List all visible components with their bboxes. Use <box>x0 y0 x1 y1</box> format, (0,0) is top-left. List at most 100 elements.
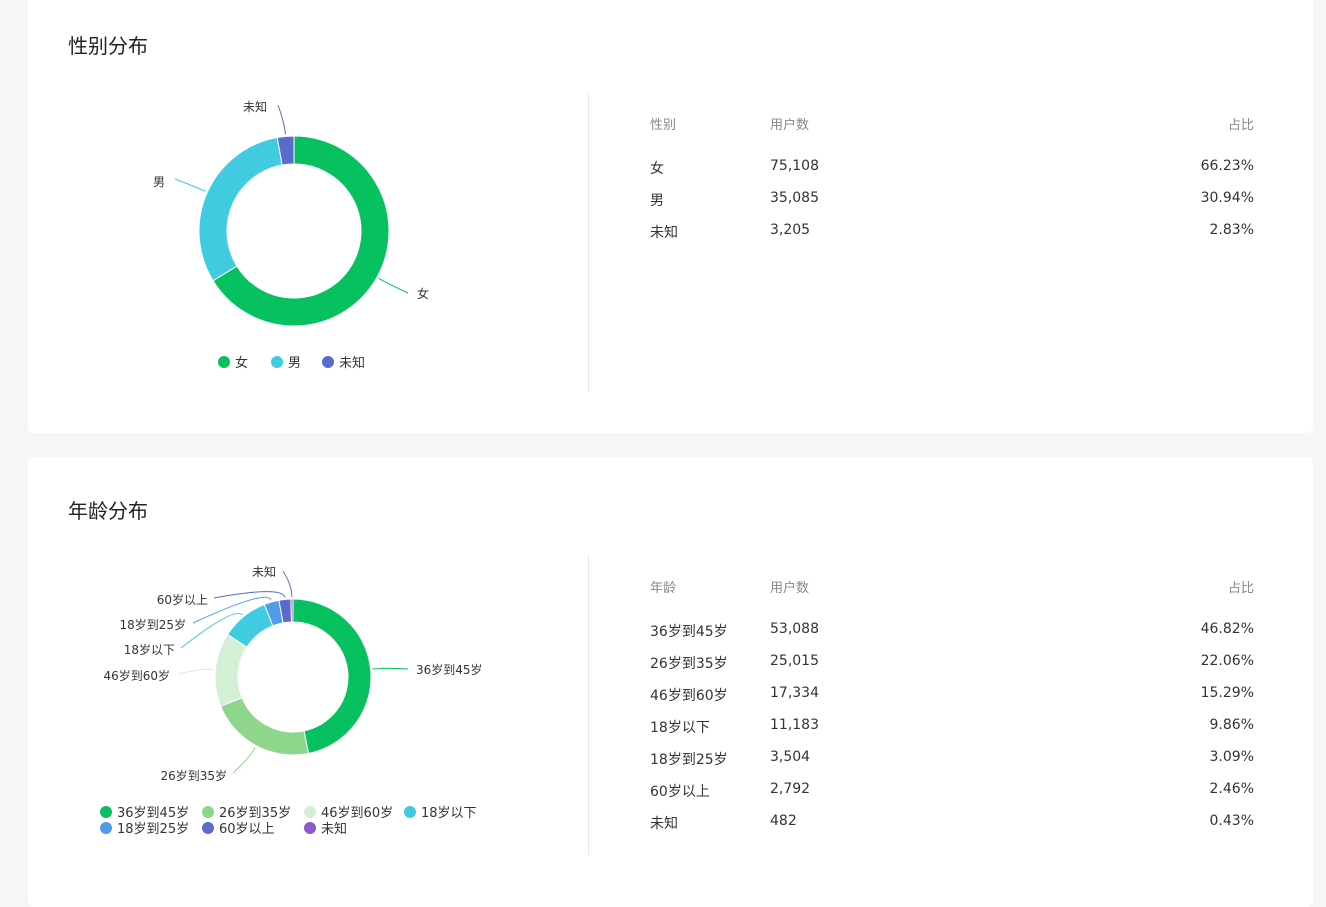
cell-users: 17,334 <box>770 685 819 701</box>
cell-age: 26岁到35岁 <box>650 656 728 672</box>
legend-marker[interactable] <box>304 806 316 818</box>
table-row: 18岁以下 11,183 9.86% <box>650 717 1254 749</box>
legend-marker[interactable] <box>271 356 283 368</box>
table-row: 60岁以上 2,792 2.46% <box>650 781 1254 813</box>
age-card: 年龄分布 36岁到45岁 26岁到35岁 46岁到60岁 18岁以下 18岁到25岁 60… <box>28 457 1313 907</box>
slice-label: 男 <box>153 175 165 189</box>
header-age: 年龄 <box>650 581 677 596</box>
cell-age: 36岁到45岁 <box>650 624 728 640</box>
header-ratio: 占比 <box>1227 581 1254 596</box>
header-users: 用户数 <box>770 581 810 596</box>
legend-marker[interactable] <box>202 806 214 818</box>
legend-label[interactable]: 36岁到45岁 <box>117 806 189 821</box>
leader-line <box>180 612 243 649</box>
cell-users: 3,205 <box>770 222 811 238</box>
cell-ratio: 0.43% <box>1209 813 1254 829</box>
leader-line <box>174 178 206 192</box>
table-row: 未知 482 0.43% <box>650 813 1254 845</box>
leader-line <box>282 570 293 598</box>
table-row: 女 75,108 66.23% <box>650 158 1254 190</box>
slice-label: 女 <box>417 286 429 301</box>
gender-title: 性别分布 <box>68 34 148 58</box>
age-donut-chart: 36岁到45岁26岁到35岁46岁到60岁18岁以下18岁到25岁60岁以上未知… <box>100 565 483 837</box>
cell-ratio: 2.46% <box>1209 781 1254 797</box>
slice-label: 18岁到25岁 <box>119 617 186 632</box>
legend-marker[interactable] <box>304 822 316 834</box>
slice-label: 36岁到45岁 <box>416 662 483 677</box>
age-title: 年龄分布 <box>68 499 148 523</box>
legend-label[interactable]: 未知 <box>321 821 347 837</box>
cell-age: 未知 <box>650 816 678 832</box>
legend-label[interactable]: 46岁到60岁 <box>321 806 393 821</box>
legend-marker[interactable] <box>322 356 334 368</box>
cell-ratio: 9.86% <box>1209 717 1254 733</box>
cell-users: 482 <box>770 813 797 829</box>
table-row: 未知 3,205 2.83% <box>650 222 1254 254</box>
slice-3[interactable] <box>214 633 248 707</box>
slice-7[interactable] <box>290 598 294 623</box>
cell-users: 11,183 <box>770 717 819 733</box>
leader-line <box>232 747 256 774</box>
slice-label: 18岁以下 <box>124 642 175 657</box>
slice-3[interactable] <box>276 135 295 166</box>
slice-label: 60岁以上 <box>157 592 208 607</box>
legend-marker[interactable] <box>100 806 112 818</box>
legend-label[interactable]: 女 <box>235 355 248 371</box>
cell-ratio: 22.06% <box>1200 653 1254 669</box>
legend-label[interactable]: 18岁到25岁 <box>117 822 189 837</box>
divider <box>588 92 589 392</box>
slice-1[interactable] <box>212 135 390 327</box>
table-row: 男 35,085 30.94% <box>650 190 1254 222</box>
table-row: 18岁到25岁 3,504 3.09% <box>650 749 1254 781</box>
legend-label[interactable]: 男 <box>288 356 301 371</box>
cell-ratio: 15.29% <box>1200 685 1254 701</box>
leader-line <box>213 591 286 599</box>
cell-ratio: 3.09% <box>1209 749 1254 765</box>
cell-users: 75,108 <box>770 158 819 174</box>
leader-line <box>378 277 409 294</box>
legend-marker[interactable] <box>404 806 416 818</box>
gender-table: 性别 用户数 占比 女 75,108 66.23% 男 35,085 30.94… <box>650 114 1254 254</box>
cell-ratio: 66.23% <box>1200 158 1254 174</box>
cell-ratio: 2.83% <box>1209 222 1254 238</box>
slice-2[interactable] <box>220 696 310 756</box>
slice-1[interactable] <box>292 598 372 755</box>
legend-label[interactable]: 未知 <box>339 355 365 371</box>
header-gender: 性别 <box>650 118 677 133</box>
table-header: 性别 用户数 占比 <box>650 114 1254 158</box>
slice-label: 46岁到60岁 <box>103 668 170 683</box>
legend-marker[interactable] <box>100 822 112 834</box>
slice-label: 26岁到35岁 <box>160 768 227 783</box>
divider <box>588 555 589 855</box>
legend-marker[interactable] <box>218 356 230 368</box>
cell-gender: 男 <box>650 193 664 209</box>
cell-users: 2,792 <box>770 781 811 797</box>
cell-users: 3,504 <box>770 749 811 765</box>
cell-gender: 女 <box>650 161 664 177</box>
leader-line <box>177 668 214 675</box>
table-row: 26岁到35岁 25,015 22.06% <box>650 653 1254 685</box>
slice-2[interactable] <box>198 136 283 282</box>
cell-gender: 未知 <box>650 225 678 241</box>
cell-age: 18岁到25岁 <box>650 752 728 768</box>
cell-ratio: 46.82% <box>1200 621 1254 637</box>
slice-label: 未知 <box>243 100 267 114</box>
cell-age: 18岁以下 <box>650 720 710 736</box>
gender-donut-chart: 女男未知女男未知 <box>153 100 429 371</box>
table-header: 年龄 用户数 占比 <box>650 577 1254 621</box>
age-table: 年龄 用户数 占比 36岁到45岁 53,088 46.82% 26岁到35岁 … <box>650 577 1254 845</box>
table-row: 46岁到60岁 17,334 15.29% <box>650 685 1254 717</box>
leader-line <box>277 104 286 135</box>
legend-label[interactable]: 18岁以下 <box>421 806 477 821</box>
cell-age: 60岁以上 <box>650 784 710 800</box>
gender-card: 性别分布 女男未知女男未知 性别 用户数 占比 女 75,108 66.23% … <box>28 0 1313 433</box>
leader-line <box>372 667 409 670</box>
table-row: 36岁到45岁 53,088 46.82% <box>650 621 1254 653</box>
legend-label[interactable]: 60岁以上 <box>219 822 275 837</box>
header-users: 用户数 <box>770 118 810 133</box>
legend-label[interactable]: 26岁到35岁 <box>219 806 291 821</box>
cell-age: 46岁到60岁 <box>650 688 728 704</box>
cell-users: 53,088 <box>770 621 819 637</box>
legend-marker[interactable] <box>202 822 214 834</box>
cell-users: 35,085 <box>770 190 819 206</box>
